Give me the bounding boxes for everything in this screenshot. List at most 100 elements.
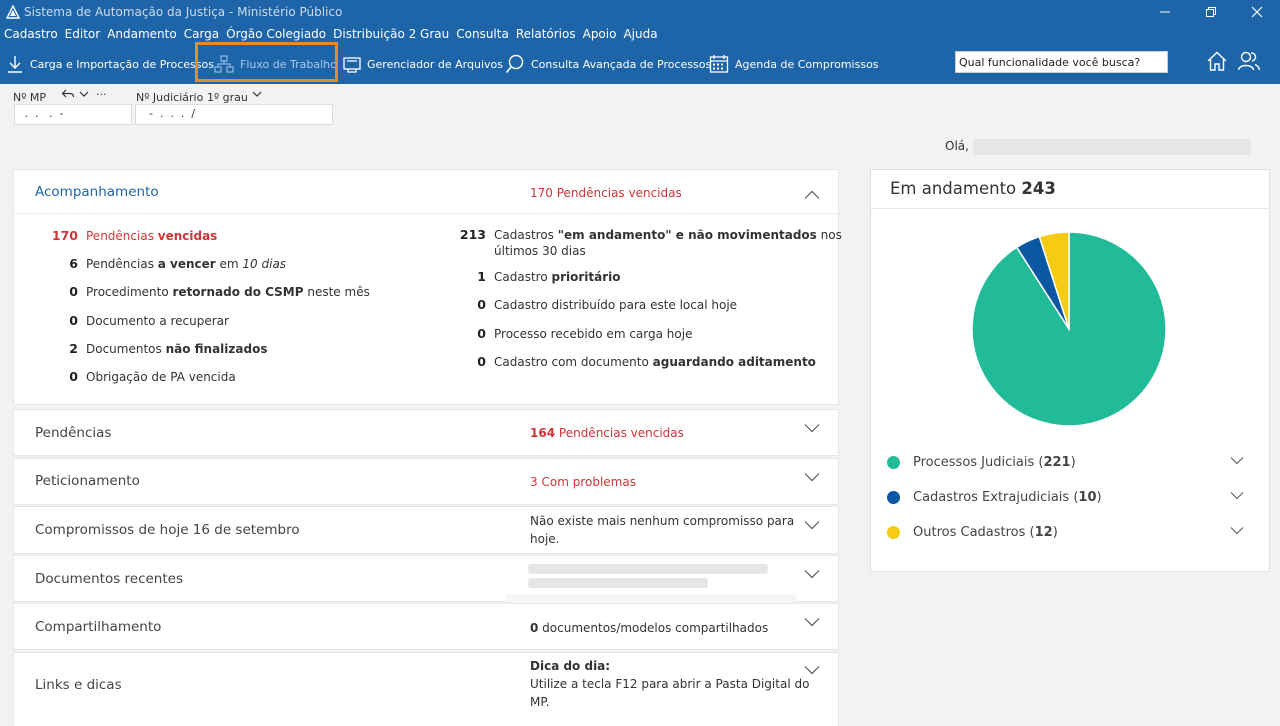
acompanhamento-item[interactable]: 0 Obrigação de PA vencida [38,369,235,385]
peticionamento-panel[interactable]: Peticionamento 3 Com problemas [13,458,839,505]
item-text-bold: "em andamento" e não movimentados [557,228,817,242]
pendencias-title: Pendências [35,425,112,441]
item-text: Documento a recuperar [86,314,229,328]
chevron-down-icon[interactable] [1230,526,1244,535]
menu-consulta[interactable]: Consulta [456,27,509,41]
menu-editor[interactable]: Editor [64,27,101,41]
menu-ajuda[interactable]: Ajuda [623,27,658,41]
pie-slice-outros-cadastros[interactable] [1038,231,1070,330]
links-dicas-panel[interactable]: Links e dicas Dica do dia: Utilize a tec… [13,652,839,726]
chevron-down-icon[interactable] [804,423,820,433]
gerenciador-arquivos-button[interactable]: Gerenciador de Arquivos [343,44,503,84]
restore-button[interactable] [1188,0,1234,24]
chevron-down-icon[interactable] [1230,456,1244,465]
acompanhamento-title: Acompanhamento [35,184,159,200]
acompanhamento-item[interactable]: 6 Pendências a vencer em 10 dias [38,256,286,272]
peticionamento-status: 3 Com problemas [530,473,636,491]
em-andamento-title: Em andamento 243 [890,179,1056,198]
acompanhamento-item[interactable]: 170 Pendências vencidas [38,228,217,244]
item-text-bold: não finalizados [165,341,268,356]
card-divider [871,208,1269,209]
greeting: Olá, [945,139,969,153]
compartilhamento-count: 0 [530,621,539,635]
item-text-part: Pendências [86,229,158,243]
acompanhamento-item[interactable]: 0 Documento a recuperar [38,313,229,329]
menu-cadastro[interactable]: Cadastro [4,27,58,41]
home-icon[interactable] [1206,50,1228,72]
menu-relatorios[interactable]: Relatórios [515,27,576,41]
acompanhamento-status-text: Pendências vencidas [556,186,682,200]
item-count: 2 [69,340,78,356]
close-icon [1251,6,1263,18]
compartilhamento-title: Compartilhamento [35,619,162,635]
agenda-compromissos-button[interactable]: Agenda de Compromissos [709,44,879,84]
feature-search-input[interactable] [955,51,1168,73]
hierarchy-icon [214,55,234,73]
acompanhamento-item[interactable]: 0 Processo recebido em carga hoje [446,326,692,342]
em-andamento-total: 243 [1021,179,1056,198]
dica-do-dia-line2: MP. [530,695,550,709]
menu-andamento[interactable]: Andamento [107,27,177,41]
minimize-button[interactable] [1142,0,1188,24]
undo-icon[interactable] [61,88,75,100]
acompanhamento-item[interactable]: 0 Procedimento retornado do CSMP neste mê… [38,284,370,300]
legend-cadastros-extrajudiciais[interactable]: Cadastros Extrajudiciais (10) [887,490,1102,505]
pendencias-count: 164 [530,426,556,440]
item-text-part: Pendências [86,257,158,272]
download-icon [8,56,22,73]
documentos-recentes-panel[interactable]: Documentos recentes [13,555,839,604]
more-options-button[interactable]: ··· [96,88,107,101]
acompanhamento-item[interactable]: 2 Documentos não finalizados [38,341,267,357]
compromissos-panel[interactable]: Compromissos de hoje 16 de setembro Não … [13,506,839,554]
pendencias-panel[interactable]: Pendências 164 Pendências vencidas [13,409,839,456]
menu-orgao-colegiado[interactable]: Órgão Colegiado [226,27,327,41]
item-text: Cadastro prioritário [494,270,621,284]
chevron-down-icon[interactable] [804,520,820,530]
chevron-down-icon[interactable] [79,90,89,98]
menu-carga[interactable]: Carga [183,27,220,41]
close-button[interactable] [1234,0,1280,24]
acompanhamento-item[interactable]: 213 Cadastros "em andamento" e não movime… [446,227,842,259]
legend-outros-cadastros[interactable]: Outros Cadastros (12) [887,525,1058,540]
acompanhamento-item[interactable]: 0 Cadastro com documento aguardando adita… [446,354,816,370]
judiciario-number-field[interactable]: - . . . / [135,104,333,125]
grau-chevron-down-icon[interactable] [252,90,262,98]
acompanhamento-status-count: 170 [530,186,553,200]
fluxo-trabalho-button[interactable]: Fluxo de Trabalho [214,44,337,84]
mp-number-field[interactable]: . . . - [14,104,132,125]
acompanhamento-item[interactable]: 1 Cadastro prioritário [446,269,621,285]
chevron-down-icon[interactable] [804,617,820,627]
window-title: Sistema de Automação da Justiça - Minist… [24,5,343,19]
peticionamento-count: 3 [530,475,538,489]
acompanhamento-header[interactable] [14,170,838,214]
chevron-up-icon[interactable] [804,190,820,200]
item-text-part: Documentos [86,341,166,356]
pie-slice-processos-judiciais[interactable] [971,231,1167,427]
item-count: 0 [477,326,486,341]
minimize-icon [1160,11,1170,13]
compartilhamento-status-text: documentos/modelos compartilhados [538,621,769,635]
grau-selector[interactable]: 1º grau [207,91,248,104]
menu-distribuicao-2-grau[interactable]: Distribuição 2 Grau [333,27,450,41]
compartilhamento-panel[interactable]: Compartilhamento 0 documentos/modelos co… [13,603,839,650]
file-manager-icon [343,57,361,73]
chevron-down-icon[interactable] [804,569,820,579]
consulta-avancada-button[interactable]: Consulta Avançada de Processos [505,44,711,84]
compartilhamento-status: 0 documentos/modelos compartilhados [530,619,768,637]
carga-importacao-button[interactable]: Carga e Importação de Processos [6,44,214,84]
users-icon[interactable] [1237,50,1261,72]
compromissos-status-line1: Não existe mais nenhum compromisso para [530,514,795,528]
judiciario-number-label: Nº Judiciário [136,91,204,104]
chevron-down-icon[interactable] [804,472,820,482]
chevron-down-icon[interactable] [804,665,820,675]
item-text-line2: últimos 30 dias [494,244,586,258]
legend-dot [887,456,900,469]
acompanhamento-item[interactable]: 0 Cadastro distribuído para este local ho… [446,297,737,313]
legend-processos-judiciais[interactable]: Processos Judiciais (221) [887,455,1076,470]
item-text: Cadastro com documento aguardando aditam… [494,355,816,369]
recent-document-redacted [528,578,708,588]
item-text: Documentos não finalizados [86,342,267,356]
menu-apoio[interactable]: Apoio [582,27,617,41]
title-bar: Sistema de Automação da Justiça - Minist… [0,0,1280,24]
chevron-down-icon[interactable] [1230,491,1244,500]
